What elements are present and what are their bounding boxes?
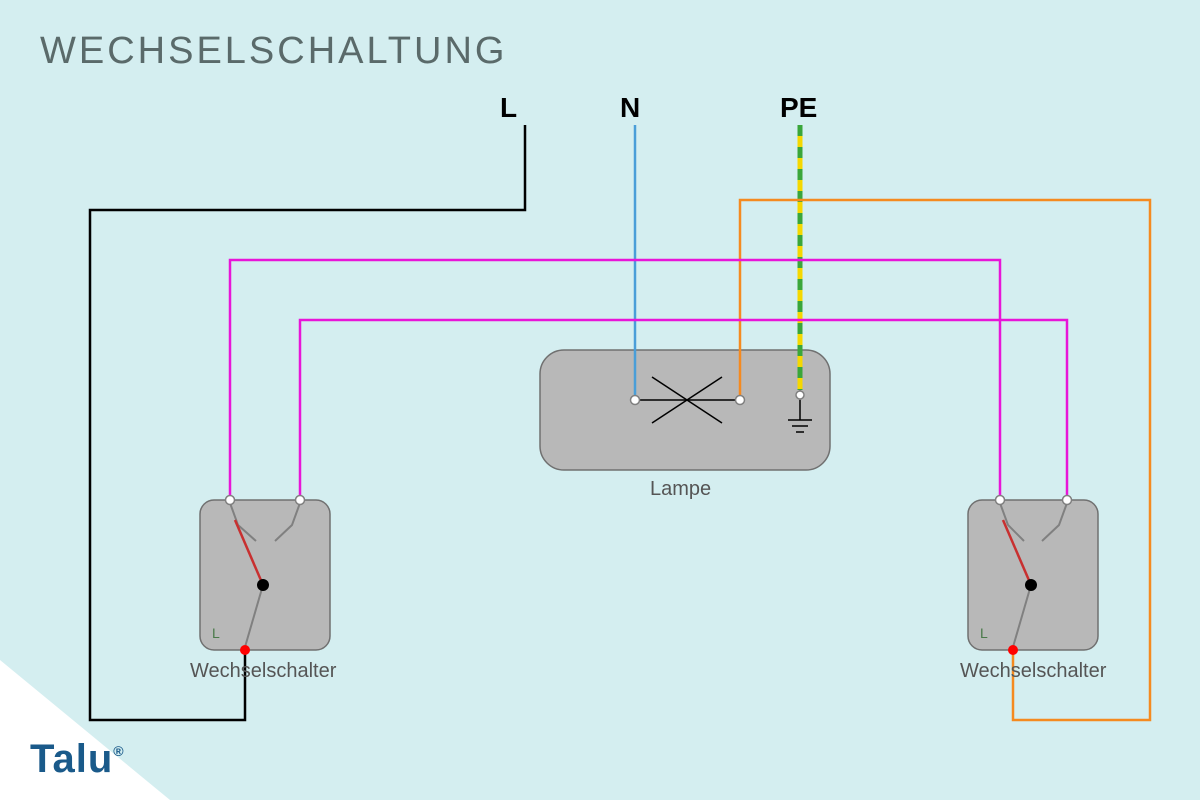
label-PE: PE xyxy=(780,92,817,124)
switch1-L-label: L xyxy=(212,625,220,641)
label-L: L xyxy=(500,92,517,124)
switch2-L-label: L xyxy=(980,625,988,641)
lamp-box xyxy=(540,350,830,470)
logo: Talu® xyxy=(30,737,125,782)
lamp-terminal-L xyxy=(736,396,745,405)
lamp-terminal-PE xyxy=(796,391,804,399)
label-switch1: Wechselschalter xyxy=(190,660,336,683)
logo-reg: ® xyxy=(113,743,124,759)
label-N: N xyxy=(620,92,640,124)
label-switch2: Wechselschalter xyxy=(960,660,1106,683)
logo-text: Talu xyxy=(30,737,113,781)
label-lamp: Lampe xyxy=(650,478,711,501)
lamp-terminal-N xyxy=(631,396,640,405)
